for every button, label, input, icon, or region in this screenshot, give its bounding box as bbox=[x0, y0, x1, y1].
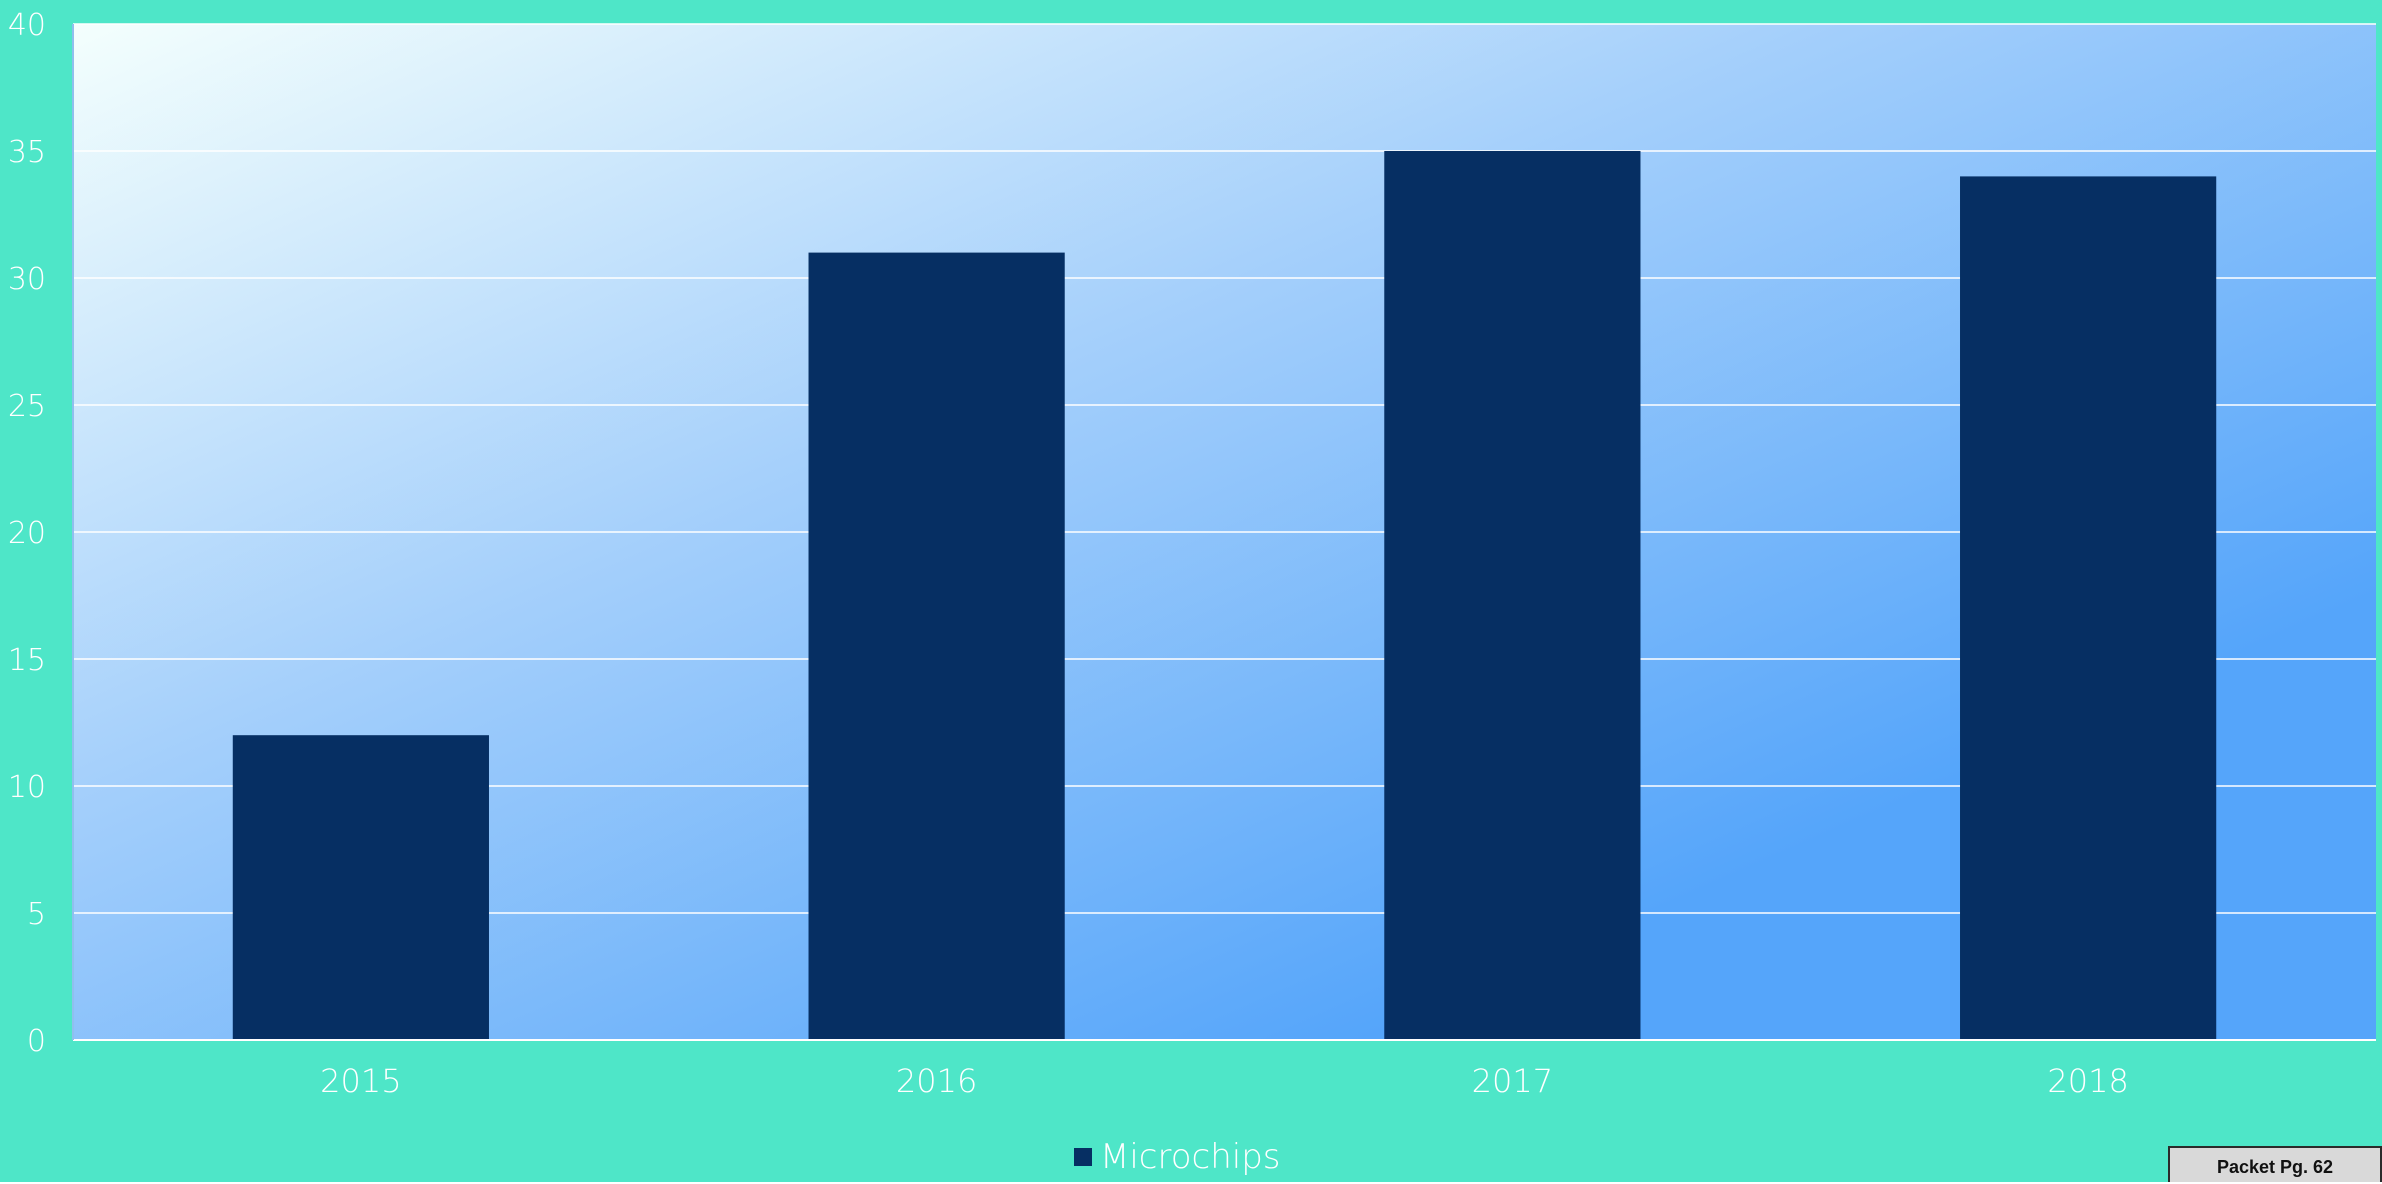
y-tick-label-25: 25 bbox=[8, 389, 46, 424]
bars bbox=[232, 151, 2217, 1041]
y-tick-label-40: 40 bbox=[8, 8, 46, 43]
x-tick-label-2017: 2017 bbox=[1472, 1062, 1553, 1100]
y-tick-label-0: 0 bbox=[27, 1024, 46, 1059]
y-tick-label-30: 30 bbox=[8, 262, 46, 297]
x-tick-label-2018: 2018 bbox=[2047, 1062, 2128, 1100]
x-axis-tick-labels: 2015 2016 2017 2018 bbox=[320, 1062, 2129, 1100]
legend-label: Microchips bbox=[1100, 1137, 1281, 1177]
legend: Microchips bbox=[1074, 1137, 1281, 1177]
bar-2017 bbox=[1384, 151, 1641, 1040]
x-tick-label-2015: 2015 bbox=[320, 1062, 401, 1100]
packet-page-badge: Packet Pg. 62 bbox=[2168, 1146, 2382, 1182]
x-tick-label-2016: 2016 bbox=[896, 1062, 977, 1100]
y-tick-label-10: 10 bbox=[8, 770, 46, 805]
y-tick-label-5: 5 bbox=[27, 897, 46, 932]
bar-2018 bbox=[1960, 176, 2217, 1040]
legend-swatch bbox=[1074, 1148, 1092, 1166]
bar-2015 bbox=[232, 735, 489, 1040]
y-tick-label-15: 15 bbox=[8, 643, 46, 678]
y-tick-label-35: 35 bbox=[8, 135, 46, 170]
bar-2016 bbox=[808, 252, 1065, 1041]
y-axis-tick-labels: 0 5 10 15 20 25 30 35 40 bbox=[8, 8, 46, 1059]
y-tick-label-20: 20 bbox=[8, 516, 46, 551]
